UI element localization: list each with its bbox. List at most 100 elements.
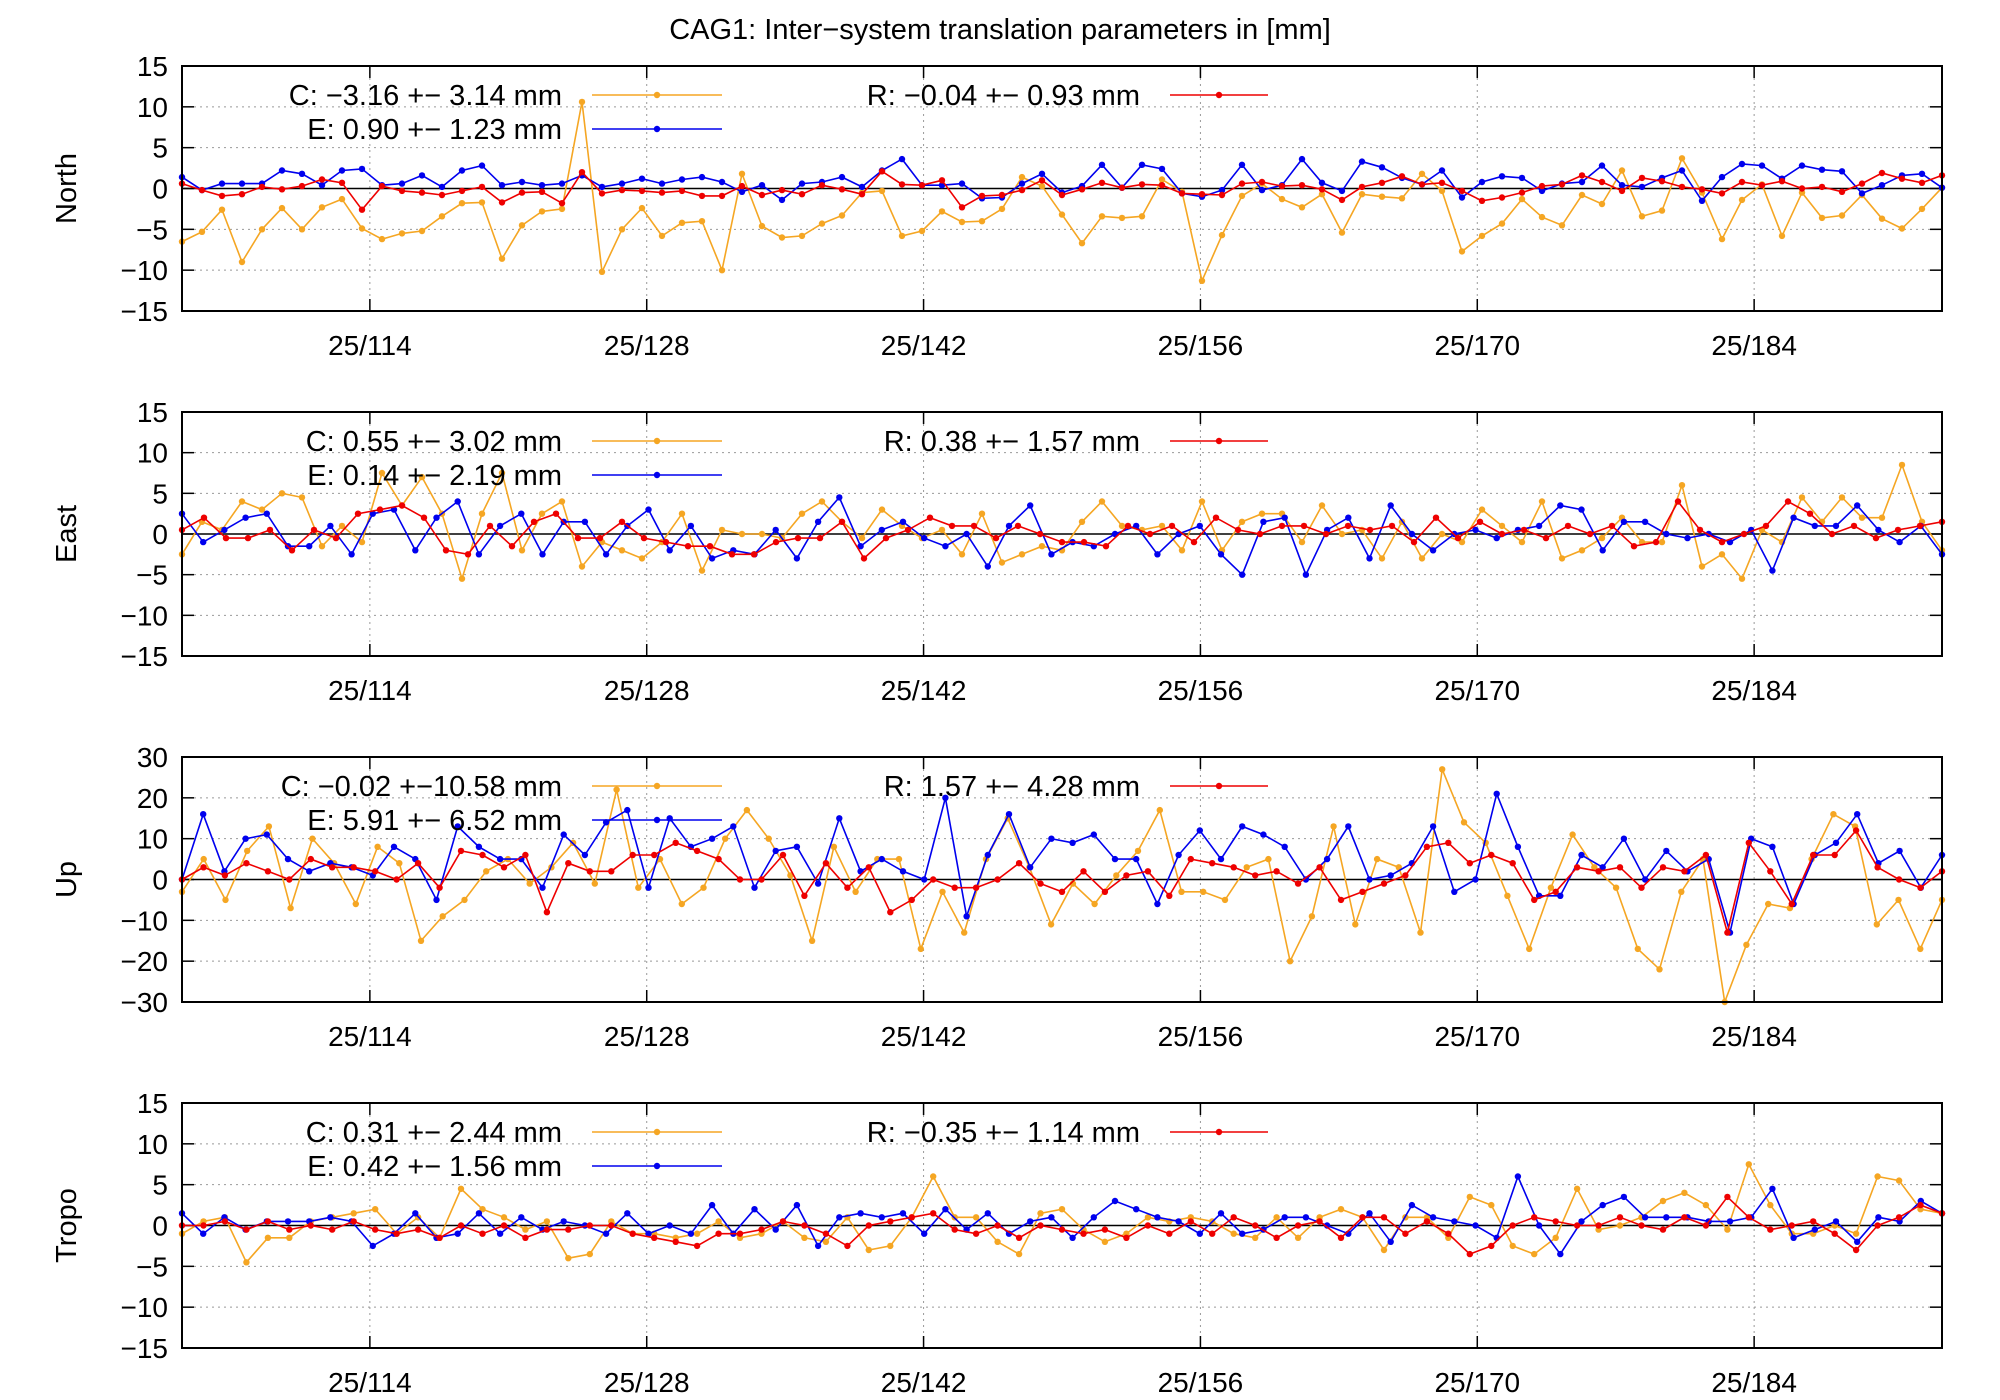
tropo-series-E-point bbox=[200, 1230, 207, 1237]
tropo-series-E-point bbox=[921, 1230, 928, 1237]
east-series-C-point bbox=[698, 567, 706, 574]
up-series-C-point bbox=[265, 823, 273, 830]
east-series-R-point bbox=[1300, 522, 1308, 530]
up-ytick-label: 0 bbox=[152, 865, 168, 896]
up-series-R-point bbox=[1316, 864, 1323, 871]
tropo-series-E-point bbox=[708, 1201, 716, 1209]
north-series-R-point bbox=[918, 182, 926, 189]
east-series-R-point bbox=[1696, 526, 1704, 534]
north-series-E-point bbox=[1858, 190, 1866, 197]
up-series-R-point bbox=[372, 868, 379, 875]
east-series-R-point bbox=[1190, 538, 1198, 546]
up-series-C-point bbox=[1352, 921, 1359, 928]
tropo-series-E-point bbox=[1875, 1214, 1882, 1221]
tropo-series-R-point bbox=[651, 1234, 658, 1242]
north-series-C-point bbox=[718, 267, 726, 274]
east-series-R-point bbox=[1872, 534, 1880, 542]
east-series-R-point bbox=[1014, 522, 1022, 530]
north-series-R-point bbox=[1638, 174, 1646, 182]
up-series-R-point bbox=[908, 896, 915, 904]
tropo-series-R-point bbox=[264, 1218, 272, 1225]
east-series-C-point bbox=[518, 547, 526, 554]
north-series-C-point bbox=[1718, 235, 1726, 243]
tropo-series-R-point bbox=[393, 1230, 400, 1237]
north-series-R-point bbox=[1798, 185, 1806, 192]
north-legend-C-marker bbox=[653, 91, 661, 99]
tropo-series-C-point bbox=[972, 1214, 980, 1221]
tropo-series-R-point bbox=[1724, 1193, 1731, 1201]
north-series-E-point bbox=[1478, 178, 1486, 186]
north-series-R-point bbox=[1038, 177, 1046, 184]
north-series-C-point bbox=[798, 232, 806, 240]
north-series-E-point bbox=[598, 183, 606, 191]
east-series-R-point bbox=[1652, 538, 1660, 546]
east-series-E-point bbox=[496, 522, 504, 530]
east-series-E-point bbox=[1408, 530, 1416, 538]
east-series-C-point bbox=[458, 575, 466, 582]
tropo-series-R-point bbox=[715, 1230, 722, 1237]
north-series-C-point bbox=[1478, 232, 1486, 240]
up-series-R-point bbox=[1230, 864, 1237, 871]
north-series-R-point bbox=[1538, 182, 1546, 190]
up-series-R-point bbox=[1101, 888, 1109, 895]
up-series-C-point bbox=[352, 900, 359, 908]
east-series-R-point bbox=[376, 506, 384, 513]
east-series-E-point bbox=[1535, 522, 1543, 530]
tropo-series-E-point bbox=[814, 1242, 822, 1250]
north-series-R-point bbox=[1318, 186, 1326, 193]
east-series-R-point bbox=[1476, 518, 1484, 525]
up-legend-R-marker bbox=[1215, 782, 1223, 790]
tropo-series-E-point bbox=[1196, 1230, 1204, 1237]
north-series-C-point bbox=[1438, 187, 1446, 195]
up-series-E-point bbox=[454, 823, 461, 830]
east-series-R-point bbox=[1388, 522, 1396, 530]
east-series-C-point bbox=[318, 543, 326, 550]
north-series-E-point bbox=[458, 167, 466, 174]
up-series-C-point bbox=[700, 884, 707, 891]
up-series-E-point bbox=[284, 855, 292, 863]
tropo-series-R-point bbox=[1230, 1214, 1237, 1221]
up-series-C-point bbox=[961, 929, 968, 936]
east-series-R-point bbox=[354, 510, 362, 517]
east-series-R-point bbox=[1080, 538, 1088, 546]
up-series-C-point bbox=[1200, 888, 1207, 895]
north-series-E-point bbox=[778, 196, 786, 204]
tropo-series-E-point bbox=[1790, 1234, 1797, 1242]
north-series-C-point bbox=[898, 232, 906, 240]
east-series-C-point bbox=[558, 498, 566, 505]
east-series-C-point bbox=[498, 469, 506, 477]
north-ytick-label: 0 bbox=[152, 174, 168, 205]
north-series-R-point bbox=[998, 191, 1006, 199]
up-series-R-point bbox=[1531, 896, 1538, 904]
up-series-C-point bbox=[1612, 884, 1620, 891]
north-series-R-point bbox=[1338, 196, 1346, 204]
chart-title: CAG1: Inter−system translation parameter… bbox=[669, 14, 1331, 46]
up-series-E-point bbox=[1429, 823, 1437, 830]
north-series-E-point bbox=[738, 188, 746, 195]
up-series-E-point bbox=[1366, 876, 1373, 883]
north-series-R-point bbox=[1418, 181, 1426, 188]
east-series-R-point bbox=[1036, 530, 1044, 538]
tropo-series-C-point bbox=[286, 1234, 293, 1242]
north-series-E-point bbox=[438, 183, 446, 191]
north-xtick-label: 25/184 bbox=[1711, 330, 1797, 361]
up-series-C-point bbox=[591, 880, 598, 887]
tropo-series-R-point bbox=[457, 1222, 465, 1229]
up-series-E-point bbox=[1472, 876, 1479, 883]
tropo-series-R-point bbox=[1101, 1226, 1109, 1233]
tropo-series-E-point bbox=[1323, 1222, 1331, 1229]
east-legend-C-marker bbox=[653, 437, 661, 445]
tropo-series-E-point bbox=[1641, 1214, 1649, 1221]
north-series-E-point bbox=[1838, 168, 1846, 175]
north-series-C-point bbox=[258, 226, 266, 233]
north-series-R-point bbox=[758, 191, 766, 199]
up-series-E-point bbox=[390, 843, 398, 850]
up-series-E-point bbox=[1557, 892, 1564, 899]
east-series-C-point bbox=[378, 469, 386, 477]
north-series-E-point bbox=[1738, 160, 1746, 168]
north-series-E-point bbox=[418, 172, 426, 179]
tropo-series-E-point bbox=[1811, 1226, 1819, 1233]
up-series-E-point bbox=[645, 884, 652, 891]
tropo-series-R-point bbox=[1810, 1218, 1817, 1225]
east-series-E-point bbox=[1387, 502, 1394, 509]
